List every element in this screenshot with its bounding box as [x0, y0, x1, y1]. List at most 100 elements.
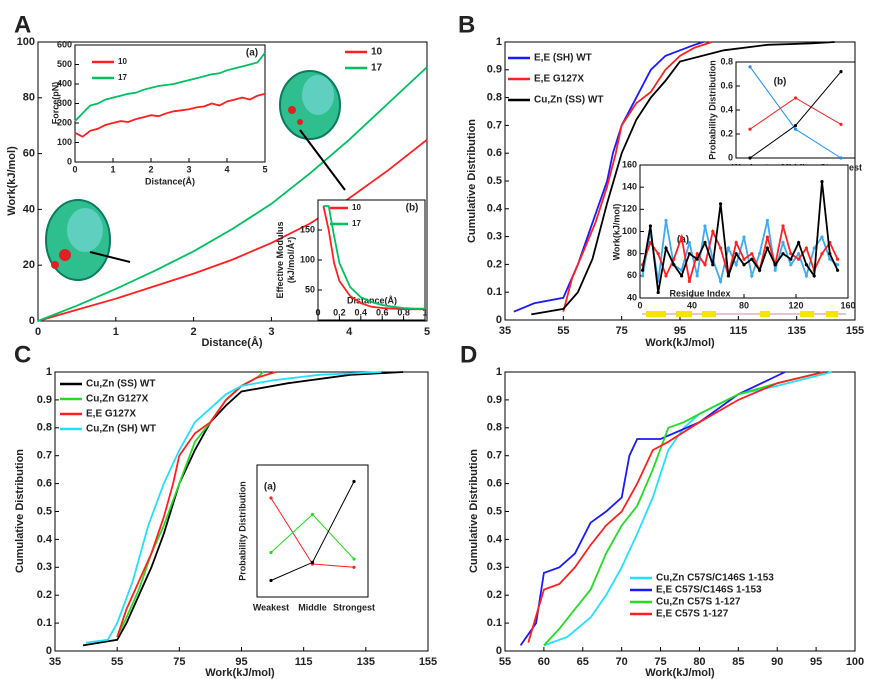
protein-image: [67, 208, 103, 252]
data-point: [711, 263, 715, 267]
y-tick-label: 0.7: [487, 450, 502, 462]
y-tick-label: 0.4: [487, 533, 503, 545]
residue-marker: [51, 261, 59, 269]
legend-label: Cu,Zn C57S 1-127: [656, 597, 741, 608]
y-axis-label: Effective Modulus: [275, 221, 285, 298]
y-tick-label: 1: [496, 36, 502, 48]
data-point: [836, 257, 840, 261]
data-point: [793, 96, 798, 100]
data-point: [734, 263, 738, 267]
x-tick-label: 80: [693, 656, 705, 668]
y-axis-label: (kJ/mol/Å²): [286, 237, 296, 284]
y-axis-label: Force(pN): [50, 82, 60, 125]
y-tick-label: 0.4: [720, 104, 733, 114]
data-point: [742, 235, 746, 239]
x-tick-label: 95: [810, 656, 822, 668]
y-tick-label: 50: [305, 284, 315, 294]
y-tick-label: 0.9: [487, 64, 502, 76]
y-tick-label: 0.2: [37, 589, 52, 601]
panel-label: A: [14, 11, 31, 38]
data-point: [726, 274, 731, 278]
y-tick-label: 1: [496, 366, 502, 378]
data-point: [748, 156, 752, 160]
protein-image: [302, 75, 334, 115]
plot-area: [256, 464, 369, 598]
x-tick-label: 75: [616, 325, 628, 337]
y-tick-label: 0.8: [487, 92, 502, 104]
data-point: [781, 224, 785, 228]
data-point: [695, 257, 699, 261]
data-point: [656, 252, 660, 256]
data-point: [695, 252, 699, 256]
data-point: [793, 127, 798, 131]
data-point: [758, 252, 762, 256]
data-point: [820, 252, 824, 256]
data-point: [726, 246, 731, 250]
data-point: [750, 274, 754, 278]
x-tick-label: 0.8: [397, 307, 410, 317]
inset-label: (b): [774, 77, 787, 88]
y-tick-label: 80: [627, 248, 637, 258]
residue-marker: [59, 249, 71, 261]
y-tick-label: 0.5: [487, 505, 502, 517]
y-tick-label: 0.1: [37, 617, 52, 629]
y-tick-label: 0.1: [487, 286, 502, 298]
x-tick-label: 35: [49, 656, 61, 668]
x-tick-label: 155: [419, 656, 437, 668]
legend-label: E,E G127X: [534, 74, 584, 85]
y-tick-label: 300: [57, 98, 72, 108]
plot-area: [74, 44, 266, 163]
y-tick-label: 0.8: [37, 422, 52, 434]
series-line: [527, 371, 825, 643]
x-tick-label: 35: [499, 325, 511, 337]
y-axis-label: Cumulative Distribution: [466, 119, 478, 243]
x-tick-label: 60: [538, 656, 550, 668]
series-line: [37, 66, 428, 322]
data-point: [748, 65, 752, 69]
legend-label: E,E (SH) WT: [534, 53, 592, 64]
y-tick-label: 40: [23, 203, 35, 215]
y-tick-label: 100: [300, 254, 315, 264]
y-tick-label: 400: [57, 78, 72, 88]
x-axis-label: Distance(Å): [145, 176, 195, 186]
x-axis-label: Work(kJ/mol): [205, 667, 275, 679]
inset-label: (a): [246, 48, 258, 59]
y-tick-label: 0.6: [37, 478, 52, 490]
y-tick-label: 0: [496, 314, 502, 326]
series-line: [74, 52, 266, 122]
data-point: [836, 263, 840, 267]
series-line: [37, 138, 428, 322]
legend-label: E,E C57S/C146S 1-153: [656, 585, 762, 596]
y-tick-label: 0.1: [487, 617, 502, 629]
legend-label: 17: [352, 219, 361, 228]
x-tick-label: 95: [235, 656, 247, 668]
data-point: [773, 263, 777, 267]
data-point: [711, 229, 715, 234]
x-tick-label: 90: [771, 656, 783, 668]
data-point: [765, 246, 770, 250]
data-point: [765, 218, 770, 223]
y-tick-label: 150: [300, 224, 315, 234]
data-point: [789, 252, 793, 256]
data-point: [742, 263, 746, 267]
series-line: [531, 41, 835, 316]
x-axis-label: Work(kJ/mol): [645, 337, 715, 349]
data-point: [765, 235, 770, 239]
data-point: [797, 252, 801, 256]
data-point: [789, 257, 793, 261]
x-tick-label: 3: [186, 164, 191, 174]
y-tick-label: 0.6: [487, 147, 502, 159]
data-point: [672, 257, 676, 261]
x-tick-label: 70: [616, 656, 628, 668]
legend-label: 17: [371, 63, 383, 74]
inset-label: (b): [406, 203, 419, 214]
x-tick-label: 95: [674, 325, 686, 337]
x-tick-label: 55: [111, 656, 123, 668]
data-point: [812, 246, 816, 250]
data-point: [687, 240, 692, 245]
data-point: [839, 156, 843, 160]
series-line: [82, 371, 404, 647]
data-point: [310, 560, 315, 564]
data-point: [664, 246, 668, 250]
legend-label: 10: [118, 57, 127, 66]
